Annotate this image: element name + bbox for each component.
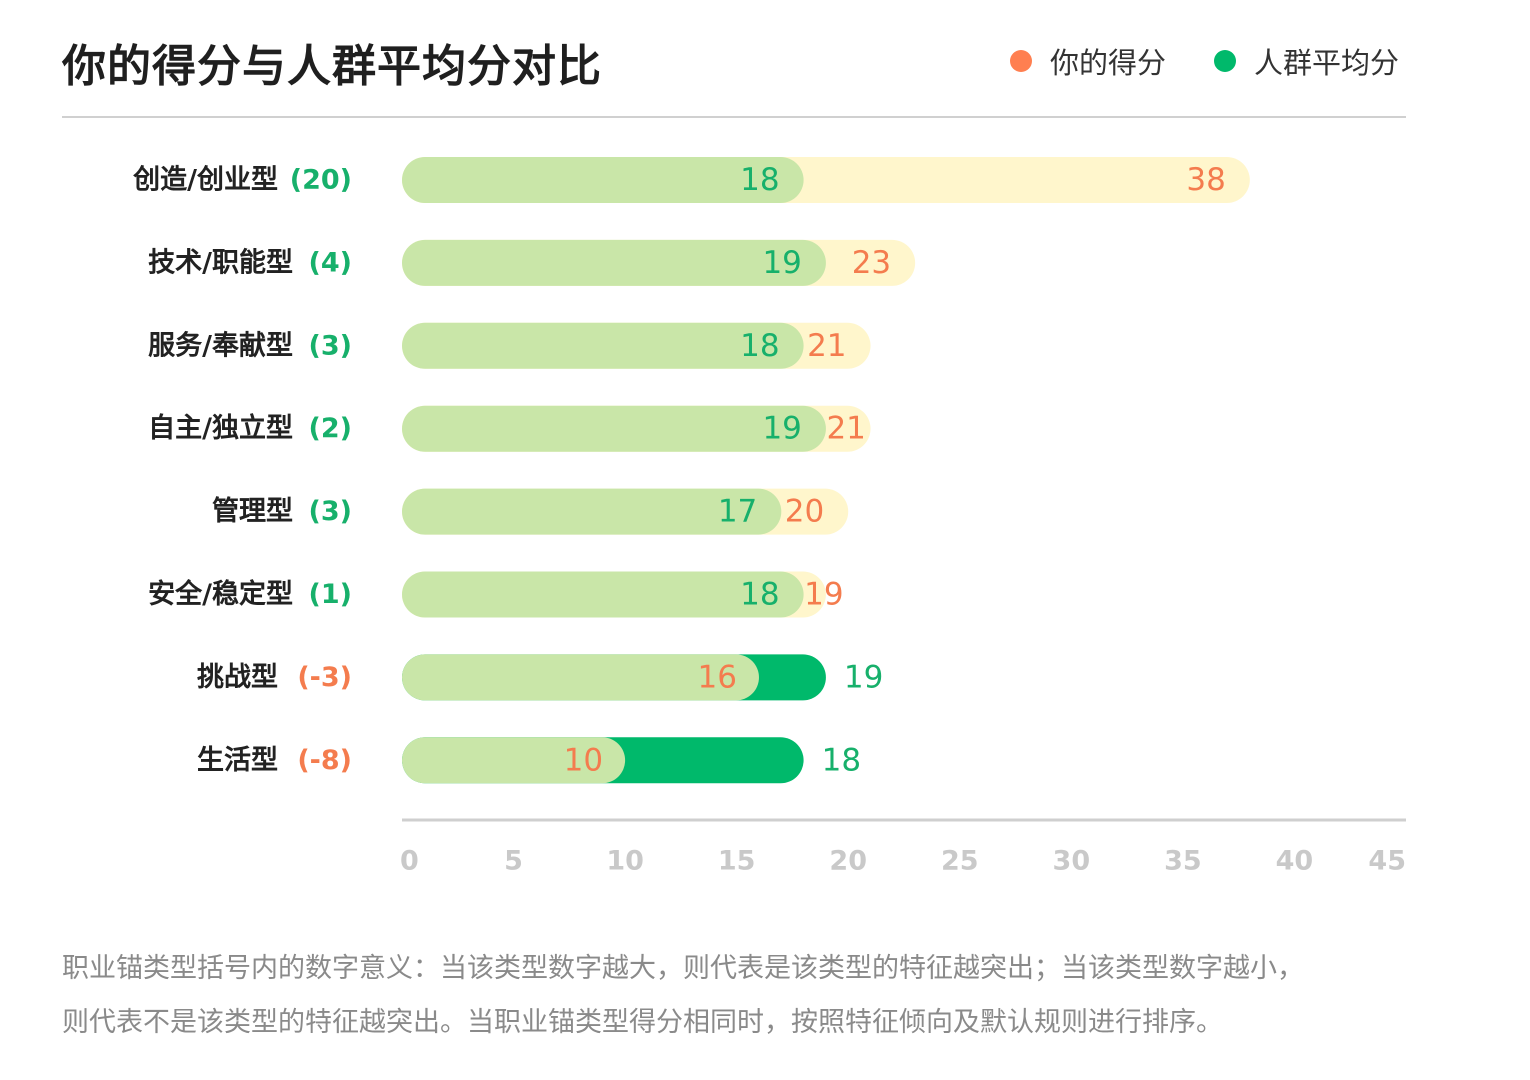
footnote-line-2: 则代表不是该类型的特征越突出。当职业锚类型得分相同时，按照特征倾向及默认规则进行… — [62, 1007, 1223, 1038]
category-label: 技术/职能型 — [148, 246, 293, 278]
data-label-your-score: 20 — [785, 494, 824, 530]
comparison-bar-chart: 18 38 (20) 创造/创业型 19 23 (4) 技术/职能型 18 21 (3) 服务/奉献型… — [132, 157, 1406, 877]
data-label-your-score: 21 — [807, 328, 846, 364]
data-label-average: 17 — [718, 494, 757, 530]
category-diff-label: (4) — [309, 247, 352, 278]
data-label-average: 19 — [762, 411, 801, 447]
data-label-average: 19 — [762, 245, 801, 281]
category-diff-label: (1) — [309, 579, 352, 610]
data-label-average: 19 — [844, 659, 883, 695]
category-diff-label: (-8) — [297, 745, 352, 776]
data-label-your-score: 38 — [1186, 162, 1225, 198]
legend-dot-average-score — [1214, 50, 1237, 72]
bar-average-score — [402, 405, 826, 452]
bar-average-score — [402, 322, 804, 369]
category-diff-label: (3) — [309, 330, 352, 361]
category-diff-label: (-3) — [297, 662, 352, 693]
x-tick-label: 20 — [829, 846, 867, 877]
legend-label-average-score: 人群平均分 — [1254, 46, 1400, 80]
page-title: 你的得分与人群平均分对比 — [62, 41, 602, 92]
category-diff-label: (3) — [309, 496, 352, 527]
x-tick-label: 30 — [1053, 846, 1091, 877]
data-label-your-score: 10 — [564, 742, 603, 778]
data-label-your-score: 19 — [804, 577, 843, 613]
data-label-your-score: 16 — [698, 659, 737, 695]
bar-your-score — [402, 654, 759, 701]
x-tick-label: 25 — [941, 846, 979, 877]
x-tick-label: 15 — [718, 846, 756, 877]
data-label-average: 18 — [740, 577, 779, 613]
chart-legend: 你的得分 人群平均分 — [1010, 40, 1399, 82]
category-diff-label: (2) — [309, 413, 352, 444]
data-label-average: 18 — [740, 162, 779, 198]
legend-item-average-score: 人群平均分 — [1214, 40, 1399, 82]
bar-your-score — [402, 737, 626, 784]
category-label: 管理型 — [212, 496, 293, 527]
bar-average-score — [402, 571, 804, 618]
bar-average-score — [402, 239, 826, 286]
data-label-your-score: 21 — [826, 411, 865, 447]
bar-average-score — [402, 488, 782, 535]
x-tick-label: 40 — [1276, 846, 1314, 877]
category-label: 自主/独立型 — [148, 412, 293, 444]
legend-item-your-score: 你的得分 — [1010, 40, 1166, 82]
data-label-average: 18 — [822, 742, 861, 778]
footnote: 职业锚类型括号内的数字意义：当该类型数字越大，则代表是该类型的特征越突出；当该类… — [62, 942, 1422, 1050]
bar-average-score — [402, 157, 804, 203]
x-tick-label: 35 — [1164, 846, 1202, 877]
data-label-average: 18 — [740, 328, 779, 364]
category-label: 创造/创业型 — [132, 165, 278, 196]
data-label-your-score: 23 — [852, 245, 891, 281]
x-tick-label: 10 — [606, 846, 644, 877]
header-divider — [62, 116, 1406, 118]
category-label: 挑战型 — [197, 662, 278, 693]
category-diff-label: (20) — [290, 165, 352, 196]
x-tick-label: 45 — [1368, 846, 1406, 877]
x-tick-label: 5 — [504, 846, 523, 877]
category-label: 生活型 — [197, 745, 278, 776]
x-tick-label: 0 — [400, 846, 419, 877]
legend-label-your-score: 你的得分 — [1050, 46, 1167, 80]
category-label: 服务/奉献型 — [148, 330, 293, 361]
footnote-line-1: 职业锚类型括号内的数字意义：当该类型数字越大，则代表是该类型的特征越突出；当该类… — [62, 953, 1304, 984]
legend-dot-your-score — [1010, 50, 1032, 72]
category-label: 安全/稳定型 — [148, 578, 293, 610]
